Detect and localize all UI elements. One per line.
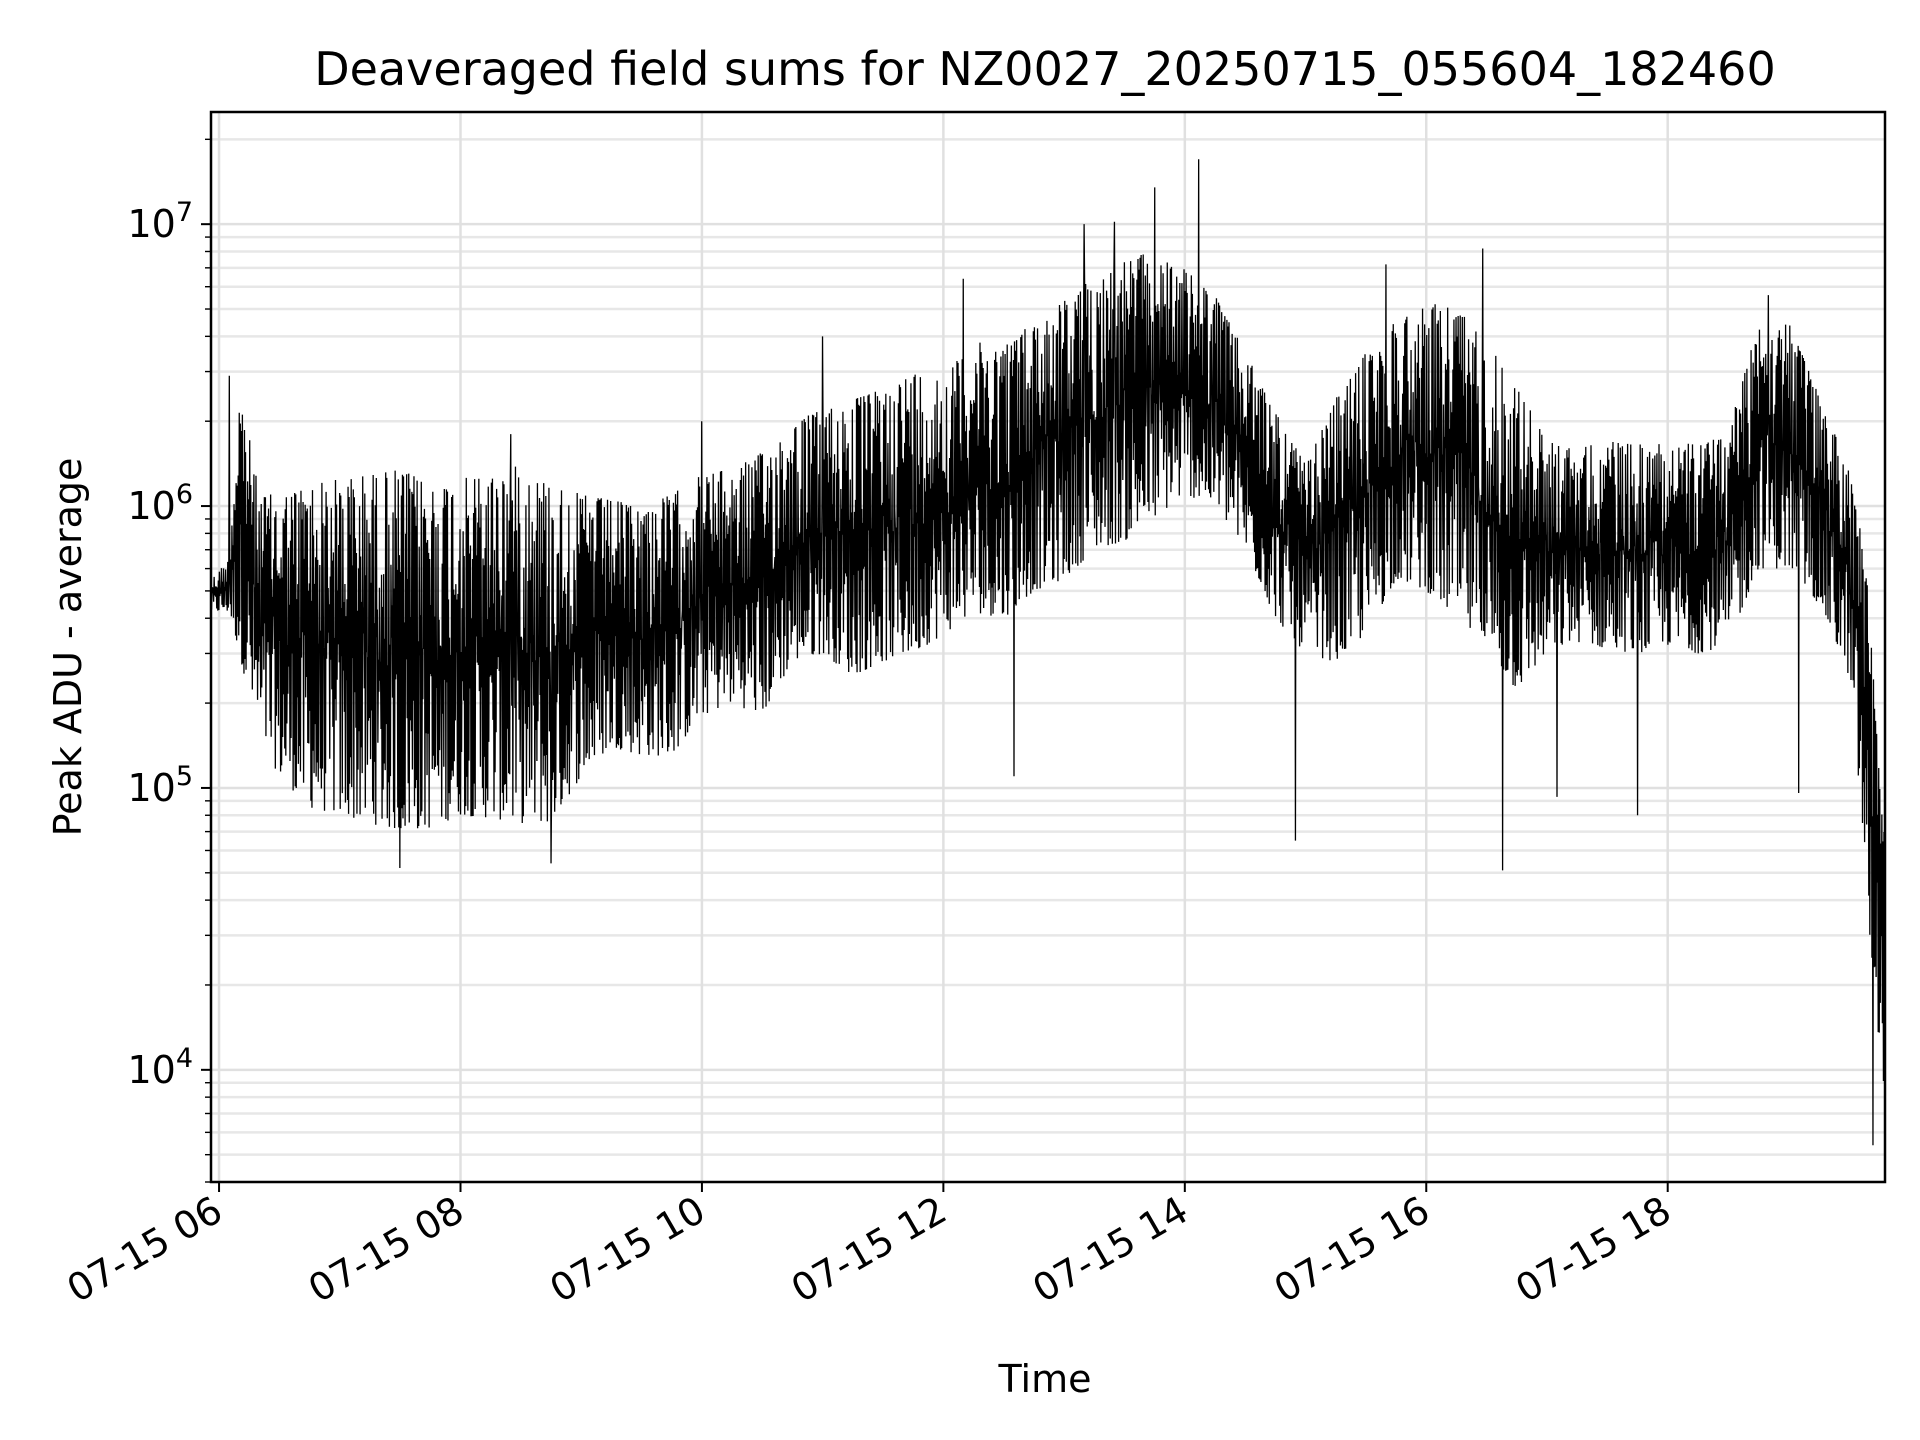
x-tick-label: 07-15 06 [60, 1188, 230, 1312]
series-layer [210, 159, 1886, 1146]
y-tick-label-exponent: 7 [176, 197, 193, 228]
x-tick-label: 07-15 12 [784, 1188, 954, 1312]
x-tick-label: 07-15 14 [1025, 1188, 1195, 1312]
y-tick-label: 105 [127, 761, 193, 810]
plot-frame [209, 110, 1887, 1184]
x-tick-label: 07-15 10 [542, 1188, 712, 1312]
y-tick-label-base: 10 [127, 766, 175, 810]
y-tick-label-base: 10 [127, 1048, 175, 1092]
y-tick-label: 106 [127, 479, 193, 528]
x-tick-label: 07-15 18 [1508, 1188, 1678, 1312]
x-tick-label: 07-15 08 [301, 1188, 471, 1312]
x-axis-label: Time [998, 1357, 1092, 1401]
x-tick-label: 07-15 16 [1267, 1188, 1437, 1312]
y-tick-label-exponent: 4 [176, 1043, 193, 1074]
series-line [210, 159, 1886, 1146]
y-tick-label: 107 [127, 197, 193, 246]
y-tick-label: 104 [127, 1043, 193, 1092]
y-tick-label-exponent: 5 [176, 761, 193, 792]
chart-title: Deaveraged field sums for NZ0027_2025071… [314, 42, 1775, 96]
y-tick-label-exponent: 6 [176, 479, 193, 510]
y-tick-label-base: 10 [127, 484, 175, 528]
y-axis-label: Peak ADU - average [46, 458, 90, 837]
y-tick-label-base: 10 [127, 202, 175, 246]
